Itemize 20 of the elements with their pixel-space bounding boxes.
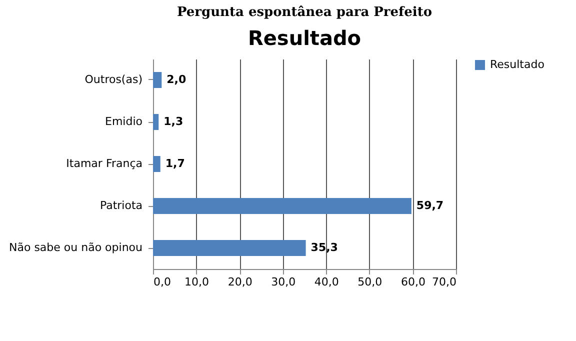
data-label: 2,0 (166, 73, 186, 86)
legend-label: Resultado (490, 58, 545, 71)
data-label: 1,7 (165, 157, 185, 170)
x-tick-label: 60,0 (400, 276, 426, 288)
x-tick-label: 0,0 (154, 276, 171, 288)
data-label: 59,7 (416, 199, 444, 212)
y-tick-label: Outros(as) (84, 73, 142, 86)
y-tick-label: Patriota (100, 199, 142, 212)
data-label: 1,3 (164, 115, 184, 128)
y-tick-label: Não sabe ou não opinou (9, 241, 142, 254)
x-tick-label: 50,0 (358, 276, 382, 288)
x-tick-label: 10,0 (184, 276, 210, 288)
y-tick-label: Itamar França (66, 157, 142, 170)
chart-subtitle: Resultado (248, 26, 362, 50)
x-tick-label: 40,0 (314, 276, 339, 288)
x-tick-label: 70,0 (432, 276, 456, 288)
x-tick-label: 20,0 (228, 276, 252, 288)
x-tick-label: 30,0 (271, 276, 296, 288)
y-tick-label: Emidio (105, 115, 143, 128)
chart-title: Pergunta espontânea para Prefeito (176, 5, 432, 20)
